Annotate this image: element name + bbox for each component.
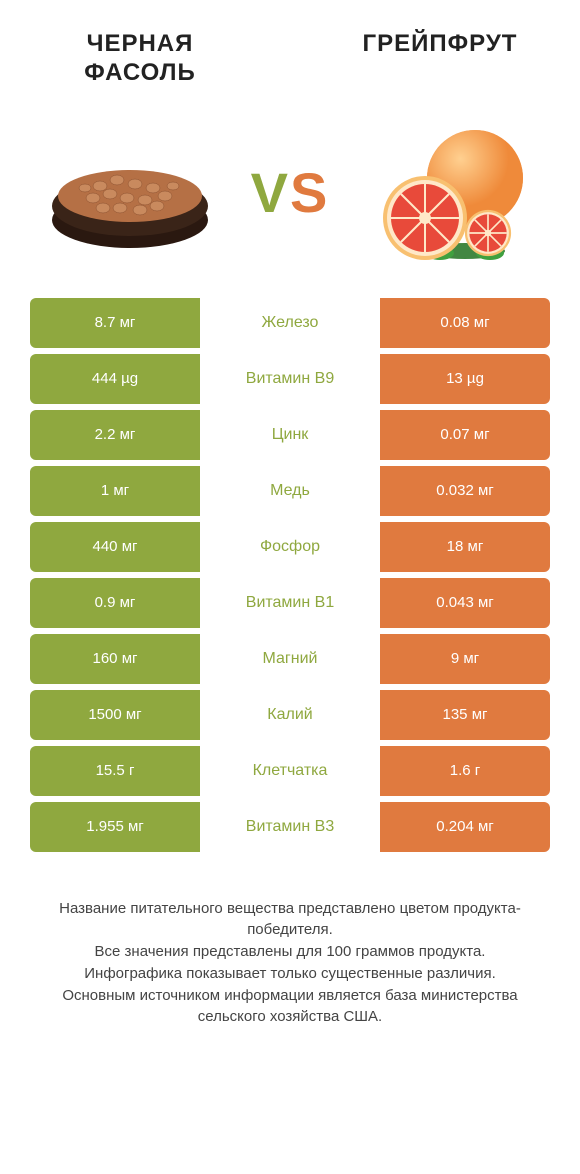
beans-image xyxy=(40,128,220,258)
left-value: 15.5 г xyxy=(30,746,200,796)
hero-row: VS xyxy=(0,98,580,298)
left-title: ЧЕРНАЯ ФАСОЛЬ xyxy=(40,30,240,88)
right-value: 13 µg xyxy=(380,354,550,404)
nutrient-name: Цинк xyxy=(200,410,380,460)
left-value: 1 мг xyxy=(30,466,200,516)
table-row: 444 µgВитамин B913 µg xyxy=(30,354,550,404)
right-value: 1.6 г xyxy=(380,746,550,796)
right-title-text: ГРЕЙПФРУТ xyxy=(363,30,518,57)
footer-line3: Инфографика показывает только существенн… xyxy=(30,963,550,985)
table-row: 2.2 мгЦинк0.07 мг xyxy=(30,410,550,460)
footer-line1: Название питательного вещества представл… xyxy=(30,898,550,942)
right-value: 9 мг xyxy=(380,634,550,684)
nutrient-name: Витамин B3 xyxy=(200,802,380,852)
grapefruit-image xyxy=(360,123,540,263)
table-row: 8.7 мгЖелезо0.08 мг xyxy=(30,298,550,348)
nutrient-name: Клетчатка xyxy=(200,746,380,796)
right-title: ГРЕЙПФРУТ xyxy=(340,30,540,88)
left-title-l2: ФАСОЛЬ xyxy=(84,59,196,86)
titles-row: ЧЕРНАЯ ФАСОЛЬ ГРЕЙПФРУТ xyxy=(0,0,580,98)
table-row: 1 мгМедь0.032 мг xyxy=(30,466,550,516)
left-value: 1.955 мг xyxy=(30,802,200,852)
left-value: 0.9 мг xyxy=(30,578,200,628)
table-row: 440 мгФосфор18 мг xyxy=(30,522,550,572)
right-value: 0.07 мг xyxy=(380,410,550,460)
right-value: 0.043 мг xyxy=(380,578,550,628)
table-row: 1500 мгКалий135 мг xyxy=(30,690,550,740)
right-value: 0.032 мг xyxy=(380,466,550,516)
comparison-table: 8.7 мгЖелезо0.08 мг 444 µgВитамин B913 µg… xyxy=(0,298,580,858)
left-value: 1500 мг xyxy=(30,690,200,740)
left-value: 440 мг xyxy=(30,522,200,572)
right-value: 0.204 мг xyxy=(380,802,550,852)
table-row: 0.9 мгВитамин B10.043 мг xyxy=(30,578,550,628)
left-value: 160 мг xyxy=(30,634,200,684)
grapefruit-icon xyxy=(370,123,530,263)
left-value: 2.2 мг xyxy=(30,410,200,460)
vs-s: S xyxy=(290,161,329,224)
right-value: 18 мг xyxy=(380,522,550,572)
footer-line4: Основным источником информации является … xyxy=(30,985,550,1029)
right-value: 135 мг xyxy=(380,690,550,740)
nutrient-name: Медь xyxy=(200,466,380,516)
left-value: 8.7 мг xyxy=(30,298,200,348)
beans-icon xyxy=(45,128,215,258)
vs-v: V xyxy=(251,161,290,224)
left-value: 444 µg xyxy=(30,354,200,404)
footer-notes: Название питательного вещества представл… xyxy=(0,858,580,1029)
vs-label: VS xyxy=(251,160,330,225)
nutrient-name: Витамин B9 xyxy=(200,354,380,404)
nutrient-name: Магний xyxy=(200,634,380,684)
footer-line2: Все значения представлены для 100 граммо… xyxy=(30,941,550,963)
right-value: 0.08 мг xyxy=(380,298,550,348)
nutrient-name: Калий xyxy=(200,690,380,740)
left-title-l1: ЧЕРНАЯ xyxy=(87,30,194,57)
nutrient-name: Витамин B1 xyxy=(200,578,380,628)
table-row: 1.955 мгВитамин B30.204 мг xyxy=(30,802,550,852)
table-row: 15.5 гКлетчатка1.6 г xyxy=(30,746,550,796)
nutrient-name: Железо xyxy=(200,298,380,348)
table-row: 160 мгМагний9 мг xyxy=(30,634,550,684)
nutrient-name: Фосфор xyxy=(200,522,380,572)
